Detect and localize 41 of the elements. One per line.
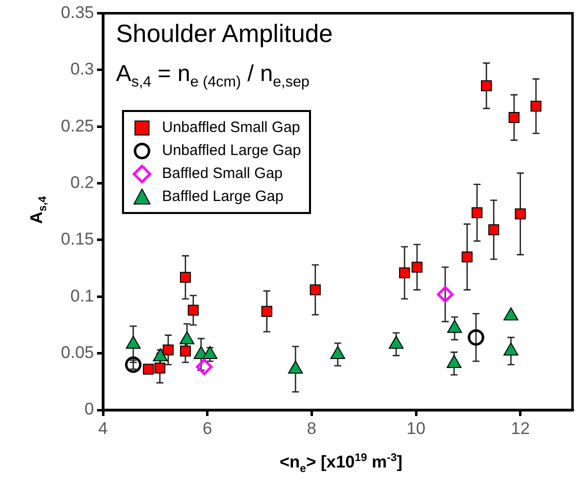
annotation: Shoulder Amplitude	[116, 20, 333, 49]
y-tick-label: 0	[84, 400, 94, 419]
point	[188, 304, 199, 316]
x-axis-title: <n$_{e}$> [x10$^{19}$ m$^{-3}$]	[278, 452, 404, 476]
y-tick-label: 0.3	[70, 60, 94, 79]
y-tick-label: 0.15	[60, 230, 94, 249]
point	[514, 208, 526, 220]
point	[261, 306, 272, 317]
legend-label: Baffled Small Gap	[162, 165, 283, 182]
y-tick-label: 0.05	[60, 343, 94, 362]
point	[468, 329, 484, 346]
point	[180, 346, 191, 356]
point	[412, 262, 422, 273]
point	[530, 100, 542, 112]
y-tick-label: 0.2	[70, 172, 94, 192]
y-tick-label: 0.35	[60, 2, 94, 22]
point	[472, 207, 482, 218]
x-tick-label: 4	[98, 418, 108, 438]
point	[488, 224, 500, 236]
x-tick-label: 12	[510, 418, 530, 438]
point	[462, 252, 473, 262]
y-tick-label: 0.25	[60, 116, 94, 136]
point	[154, 362, 166, 374]
point	[436, 286, 454, 303]
legend-label: Unbaffled Large Gap	[162, 142, 301, 159]
x-tick-label: 6	[202, 418, 212, 438]
point	[180, 272, 191, 283]
legend-label: Unbaffled Small Gap	[162, 119, 300, 136]
point	[480, 80, 492, 92]
y-tick-label: 0.1	[70, 286, 94, 306]
point	[196, 358, 212, 376]
point	[125, 356, 142, 373]
x-tick-label: 8	[306, 418, 316, 438]
legend-label: Baffled Large Gap	[162, 188, 284, 205]
point	[508, 112, 520, 123]
point	[399, 267, 410, 278]
x-tick-label: 10	[406, 418, 426, 438]
annotation: A$_{s,4}$ = n$_{e (4cm)}$ / n$_{e,sep}$	[116, 60, 310, 91]
point	[142, 364, 154, 375]
point	[162, 344, 174, 356]
point	[310, 284, 321, 296]
